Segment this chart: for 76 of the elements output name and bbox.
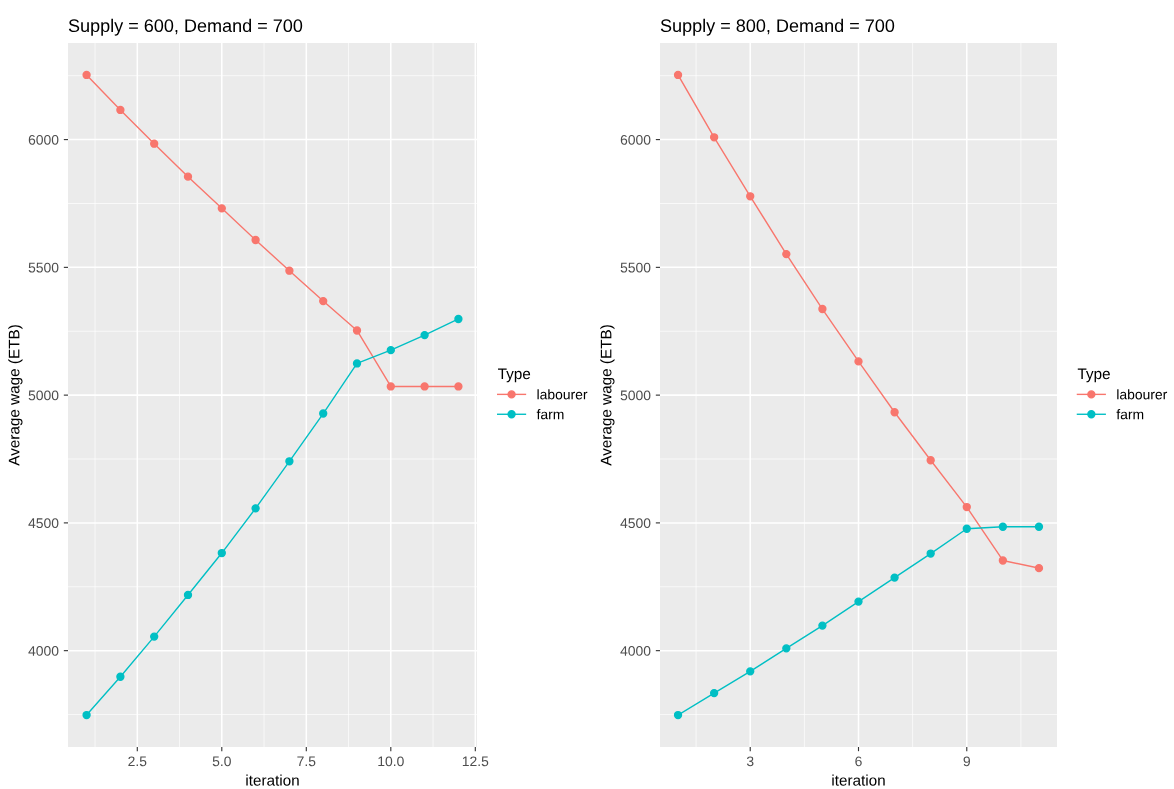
point [673,70,683,80]
x-axis-title: iteration [832,774,885,786]
y-tick-label: 4000 [620,646,651,656]
x-tick-label: 2.5 [128,756,147,767]
x-tick-label: 10.0 [378,756,404,767]
y-tick-label: 6000 [620,134,651,145]
point [962,524,971,533]
point [319,296,328,306]
point [352,359,362,368]
x-tick-label: 9 [963,756,970,767]
point [454,314,463,324]
point [673,710,683,720]
y-tick-label: 4500 [28,518,59,529]
y-axis-title: Average wage (ETB) [8,325,23,466]
point [746,667,755,676]
point [183,172,193,181]
legend-label: farm [1116,409,1144,420]
point [854,597,863,606]
y-tick-label: 5500 [620,262,651,273]
point [926,456,935,465]
point [251,504,260,513]
point [116,672,125,681]
point [251,235,260,245]
x-tick-label: 3 [746,756,754,767]
point [352,326,362,335]
chart-title: Supply = 800, Demand = 700 [660,18,895,36]
point [183,590,193,600]
point [420,382,429,391]
x-axis-title: iteration [246,774,299,786]
point [746,192,755,201]
point [890,408,899,417]
point [82,70,91,80]
point [890,573,899,582]
point [420,330,429,340]
point [782,249,791,259]
y-tick-label: 5500 [28,262,59,273]
point [285,457,294,466]
point [998,522,1008,531]
y-axis-title: Average wage (ETB) [600,325,615,466]
point [217,204,226,213]
point [386,345,395,355]
x-tick-label: 5.0 [212,756,231,767]
legend-title: Type [498,368,531,383]
point [782,644,791,653]
point [150,139,159,148]
y-tick-label: 5000 [28,390,59,401]
point [116,105,125,115]
y-tick-label: 6000 [28,134,59,145]
point [150,632,159,641]
x-tick-label: 12.5 [462,756,489,767]
point [319,409,328,418]
point [454,382,463,391]
point [854,357,863,366]
point [998,556,1008,565]
point [386,382,395,391]
x-tick-label: 6 [855,756,862,767]
point [1034,563,1044,573]
point [818,304,827,314]
point [82,710,91,720]
point [1034,522,1044,531]
legend-title: Type [1077,368,1110,383]
point [709,688,719,698]
y-tick-label: 4500 [620,518,651,529]
point [217,548,226,558]
legend-label: labourer [1117,389,1168,400]
point [709,133,719,142]
point [926,549,935,558]
legend-label: farm [536,409,564,420]
point [818,621,827,630]
chart-title: Supply = 600, Demand = 700 [68,18,303,36]
y-tick-label: 4000 [28,646,59,656]
y-tick-label: 5000 [620,390,651,401]
x-tick-label: 7.5 [297,756,316,767]
legend-label: labourer [537,389,588,400]
point [285,266,294,275]
point [962,502,971,512]
